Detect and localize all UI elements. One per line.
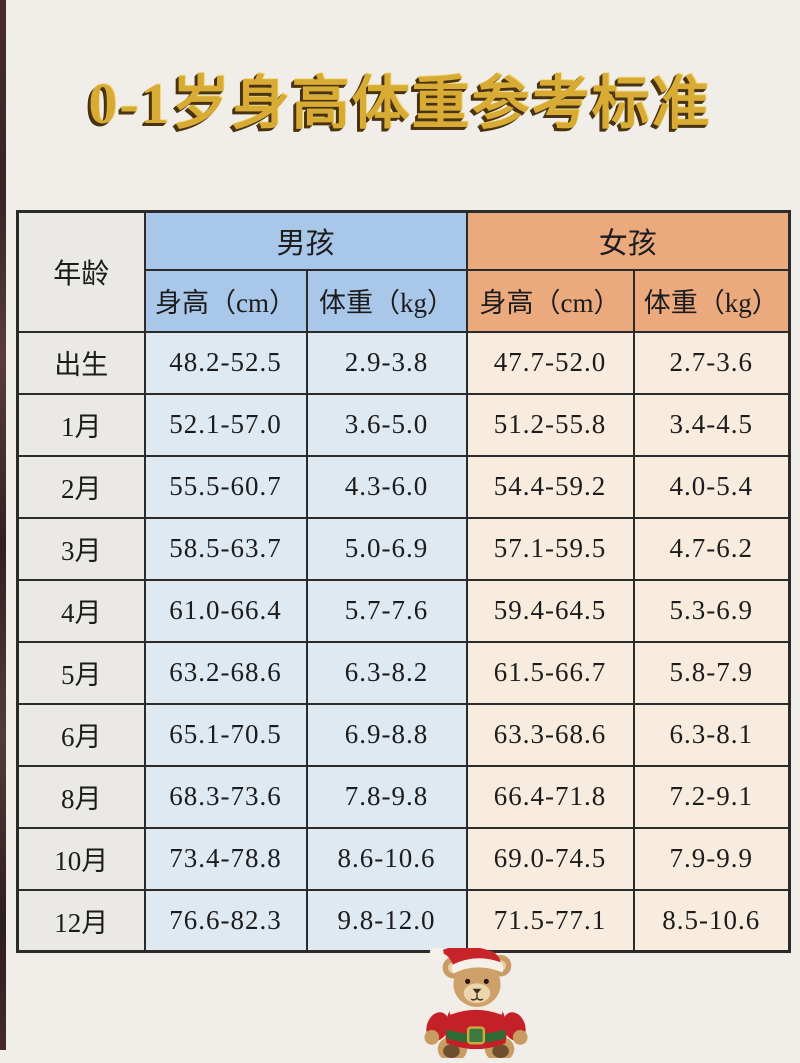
value-cell: 5.3-6.9 [632,578,791,643]
growth-table: 年龄 男孩 女孩 身高（cm） 体重（kg） 身高（cm） 体重（kg） 出生 … [16,210,791,953]
age-cell: 5月 [16,640,146,705]
sub-header-row: 身高（cm） 体重（kg） 身高（cm） 体重（kg） [18,268,791,333]
value-cell: 58.5-63.7 [143,516,308,581]
table-body: 出生 48.2-52.5 2.9-3.8 47.7-52.0 2.7-3.6 1… [16,330,791,953]
girls-height-header: 身高（cm） [465,268,635,333]
value-cell: 57.1-59.5 [465,516,635,581]
table-row: 10月 73.4-78.8 8.6-10.6 69.0-74.5 7.9-9.9 [16,826,791,891]
group-header-row: 年龄 男孩 女孩 [16,210,791,333]
value-cell: 2.7-3.6 [632,330,791,395]
boys-weight-header: 体重（kg） [305,268,468,333]
table-row: 5月 63.2-68.6 6.3-8.2 61.5-66.7 5.8-7.9 [16,640,791,705]
value-cell: 63.3-68.6 [465,702,635,767]
value-cell: 6.3-8.2 [305,640,468,705]
value-cell: 5.8-7.9 [632,640,791,705]
value-cell: 7.8-9.8 [305,764,468,829]
value-cell: 2.9-3.8 [305,330,468,395]
table-row: 出生 48.2-52.5 2.9-3.8 47.7-52.0 2.7-3.6 [16,330,791,395]
value-cell: 48.2-52.5 [143,330,308,395]
age-cell: 出生 [16,330,146,395]
age-cell: 12月 [16,888,146,953]
age-cell: 10月 [16,826,146,891]
value-cell: 71.5-77.1 [465,888,635,953]
table-row: 12月 76.6-82.3 9.8-12.0 71.5-77.1 8.5-10.… [16,888,791,953]
value-cell: 4.3-6.0 [305,454,468,519]
table-row: 2月 55.5-60.7 4.3-6.0 54.4-59.2 4.0-5.4 [16,454,791,519]
table-row: 1月 52.1-57.0 3.6-5.0 51.2-55.8 3.4-4.5 [16,392,791,457]
value-cell: 47.7-52.0 [465,330,635,395]
table-row: 4月 61.0-66.4 5.7-7.6 59.4-64.5 5.3-6.9 [16,578,791,643]
value-cell: 9.8-12.0 [305,888,468,953]
value-cell: 61.0-66.4 [143,578,308,643]
christmas-teddy-bear [417,946,535,1062]
age-cell: 4月 [16,578,146,643]
value-cell: 69.0-74.5 [465,826,635,891]
boys-height-header: 身高（cm） [143,268,308,333]
value-cell: 6.9-8.8 [305,702,468,767]
age-cell: 2月 [16,454,146,519]
table-row: 8月 68.3-73.6 7.8-9.8 66.4-71.8 7.2-9.1 [16,764,791,829]
value-cell: 59.4-64.5 [465,578,635,643]
value-cell: 76.6-82.3 [143,888,308,953]
value-cell: 63.2-68.6 [143,640,308,705]
page-edge-strip [0,0,6,1050]
value-cell: 65.1-70.5 [143,702,308,767]
value-cell: 6.3-8.1 [632,702,791,767]
christmas-teddy-bear-graphic [424,946,528,1062]
table-row: 3月 58.5-63.7 5.0-6.9 57.1-59.5 4.7-6.2 [16,516,791,581]
value-cell: 4.0-5.4 [632,454,791,519]
value-cell: 68.3-73.6 [143,764,308,829]
value-cell: 7.9-9.9 [632,826,791,891]
table-row: 6月 65.1-70.5 6.9-8.8 63.3-68.6 6.3-8.1 [16,702,791,767]
page-title: 0-1岁身高体重参考标准 [88,71,712,136]
boys-group-header: 男孩 [143,210,468,271]
value-cell: 4.7-6.2 [632,516,791,581]
value-cell: 66.4-71.8 [465,764,635,829]
value-cell: 8.5-10.6 [632,888,791,953]
value-cell: 5.7-7.6 [305,578,468,643]
value-cell: 51.2-55.8 [465,392,635,457]
age-cell: 8月 [16,764,146,829]
value-cell: 3.4-4.5 [632,392,791,457]
girls-weight-header: 体重（kg） [632,268,791,333]
value-cell: 7.2-9.1 [632,764,791,829]
value-cell: 55.5-60.7 [143,454,308,519]
age-cell: 6月 [16,702,146,767]
age-cell: 3月 [16,516,146,581]
value-cell: 52.1-57.0 [143,392,308,457]
value-cell: 73.4-78.8 [143,826,308,891]
age-cell: 1月 [16,392,146,457]
girls-group-header: 女孩 [465,210,791,271]
value-cell: 54.4-59.2 [465,454,635,519]
value-cell: 8.6-10.6 [305,826,468,891]
value-cell: 5.0-6.9 [305,516,468,581]
age-column-header: 年龄 [16,210,146,333]
value-cell: 61.5-66.7 [465,640,635,705]
value-cell: 3.6-5.0 [305,392,468,457]
